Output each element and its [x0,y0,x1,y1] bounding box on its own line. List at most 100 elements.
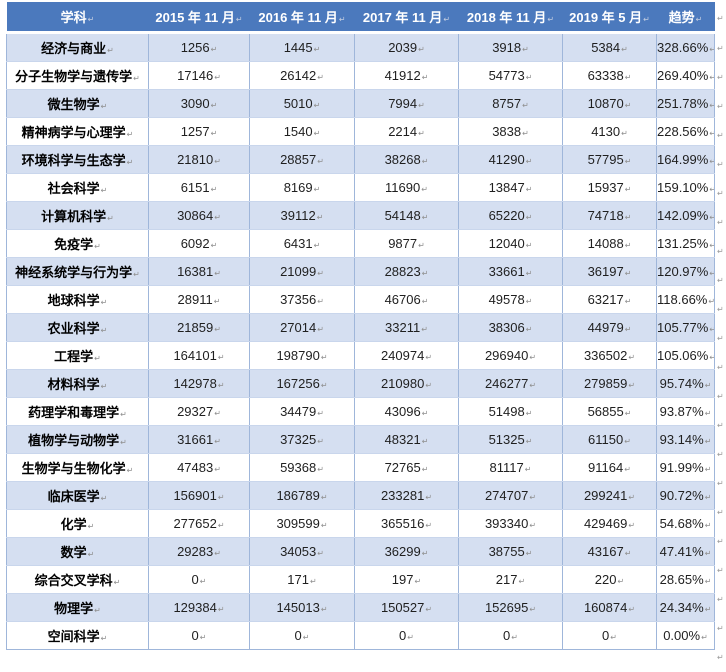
value-cell[interactable]: 31661↵ [148,425,250,454]
value-cell[interactable]: 38306↵ [458,313,563,342]
value-cell[interactable]: 63338↵ [562,61,657,90]
value-cell[interactable]: 16381↵ [148,257,250,286]
value-cell[interactable]: 171↵ [249,565,355,594]
value-cell[interactable]: 17146↵ [148,61,250,90]
subject-cell[interactable]: 微生物学↵ [6,89,149,118]
value-cell[interactable]: 37325↵ [249,425,355,454]
value-cell[interactable]: 217↵ [458,565,563,594]
header-cell-2016-11[interactable]: 2016 年 11 月↵ [249,2,355,34]
value-cell[interactable]: 63217↵ [562,285,657,314]
value-cell[interactable]: 198790↵ [249,341,355,370]
value-cell[interactable]: 74718↵ [562,201,657,230]
trend-cell[interactable]: 251.78%↵ [656,89,715,118]
subject-cell[interactable]: 药理学和毒理学↵ [6,397,149,426]
trend-cell[interactable]: 269.40%↵ [656,61,715,90]
subject-cell[interactable]: 化学↵ [6,509,149,538]
trend-cell[interactable]: 120.97%↵ [656,257,715,286]
value-cell[interactable]: 274707↵ [458,481,563,510]
value-cell[interactable]: 28823↵ [354,257,459,286]
value-cell[interactable]: 28857↵ [249,145,355,174]
value-cell[interactable]: 8169↵ [249,173,355,202]
value-cell[interactable]: 38755↵ [458,537,563,566]
value-cell[interactable]: 3090↵ [148,89,250,118]
value-cell[interactable]: 3918↵ [458,32,563,62]
value-cell[interactable]: 21859↵ [148,313,250,342]
value-cell[interactable]: 186789↵ [249,481,355,510]
trend-cell[interactable]: 47.41%↵ [656,537,715,566]
value-cell[interactable]: 167256↵ [249,369,355,398]
value-cell[interactable]: 6431↵ [249,229,355,258]
value-cell[interactable]: 34479↵ [249,397,355,426]
value-cell[interactable]: 72765↵ [354,453,459,482]
subject-cell[interactable]: 空间科学↵ [6,621,149,650]
value-cell[interactable]: 3838↵ [458,117,563,146]
value-cell[interactable]: 15937↵ [562,173,657,202]
value-cell[interactable]: 11690↵ [354,173,459,202]
value-cell[interactable]: 220↵ [562,565,657,594]
value-cell[interactable]: 27014↵ [249,313,355,342]
trend-cell[interactable]: 328.66%↵ [656,32,715,62]
value-cell[interactable]: 46706↵ [354,285,459,314]
subject-cell[interactable]: 生物学与生物化学↵ [6,453,149,482]
value-cell[interactable]: 33211↵ [354,313,459,342]
header-cell-trend[interactable]: 趋势↵ [656,2,715,34]
value-cell[interactable]: 393340↵ [458,509,563,538]
value-cell[interactable]: 0↵ [562,621,657,650]
value-cell[interactable]: 13847↵ [458,173,563,202]
value-cell[interactable]: 44979↵ [562,313,657,342]
header-cell-2018-11[interactable]: 2018 年 11 月↵ [458,2,563,34]
subject-cell[interactable]: 地球科学↵ [6,285,149,314]
subject-cell[interactable]: 数学↵ [6,537,149,566]
subject-cell[interactable]: 工程学↵ [6,341,149,370]
value-cell[interactable]: 296940↵ [458,341,563,370]
value-cell[interactable]: 164101↵ [148,341,250,370]
trend-cell[interactable]: 118.66%↵ [656,285,715,314]
trend-cell[interactable]: 0.00%↵ [656,621,715,650]
trend-cell[interactable]: 105.77%↵ [656,313,715,342]
value-cell[interactable]: 240974↵ [354,341,459,370]
value-cell[interactable]: 9877↵ [354,229,459,258]
value-cell[interactable]: 49578↵ [458,285,563,314]
value-cell[interactable]: 1256↵ [148,32,250,62]
value-cell[interactable]: 309599↵ [249,509,355,538]
value-cell[interactable]: 30864↵ [148,201,250,230]
subject-cell[interactable]: 神经系统学与行为学↵ [6,257,149,286]
value-cell[interactable]: 12040↵ [458,229,563,258]
value-cell[interactable]: 145013↵ [249,593,355,622]
value-cell[interactable]: 0↵ [354,621,459,650]
value-cell[interactable]: 2214↵ [354,117,459,146]
trend-cell[interactable]: 131.25%↵ [656,229,715,258]
value-cell[interactable]: 54148↵ [354,201,459,230]
subject-cell[interactable]: 综合交叉学科↵ [6,565,149,594]
value-cell[interactable]: 29327↵ [148,397,250,426]
value-cell[interactable]: 6092↵ [148,229,250,258]
trend-cell[interactable]: 95.74%↵ [656,369,715,398]
value-cell[interactable]: 61150↵ [562,425,657,454]
value-cell[interactable]: 210980↵ [354,369,459,398]
value-cell[interactable]: 142978↵ [148,369,250,398]
value-cell[interactable]: 1257↵ [148,117,250,146]
value-cell[interactable]: 36197↵ [562,257,657,286]
value-cell[interactable]: 2039↵ [354,32,459,62]
subject-cell[interactable]: 分子生物学与遗传学↵ [6,61,149,90]
value-cell[interactable]: 8757↵ [458,89,563,118]
value-cell[interactable]: 0↵ [249,621,355,650]
trend-cell[interactable]: 164.99%↵ [656,145,715,174]
subject-cell[interactable]: 环境科学与生态学↵ [6,145,149,174]
value-cell[interactable]: 1445↵ [249,32,355,62]
value-cell[interactable]: 279859↵ [562,369,657,398]
trend-cell[interactable]: 91.99%↵ [656,453,715,482]
value-cell[interactable]: 29283↵ [148,537,250,566]
trend-cell[interactable]: 54.68%↵ [656,509,715,538]
value-cell[interactable]: 33661↵ [458,257,563,286]
subject-cell[interactable]: 免疫学↵ [6,229,149,258]
value-cell[interactable]: 43096↵ [354,397,459,426]
trend-cell[interactable]: 28.65%↵ [656,565,715,594]
value-cell[interactable]: 54773↵ [458,61,563,90]
header-cell-2015-11[interactable]: 2015 年 11 月↵ [148,2,250,34]
value-cell[interactable]: 36299↵ [354,537,459,566]
value-cell[interactable]: 65220↵ [458,201,563,230]
subject-cell[interactable]: 材料科学↵ [6,369,149,398]
value-cell[interactable]: 21810↵ [148,145,250,174]
value-cell[interactable]: 233281↵ [354,481,459,510]
